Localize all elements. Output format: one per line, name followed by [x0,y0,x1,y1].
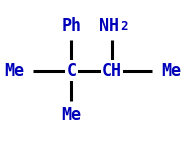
Text: C: C [66,61,76,80]
Text: Me: Me [4,61,24,80]
Text: Ph: Ph [61,17,81,35]
Text: Me: Me [161,61,181,80]
Text: 2: 2 [120,20,128,33]
Text: NH: NH [99,17,119,35]
Text: Me: Me [61,106,81,124]
Text: CH: CH [102,61,122,80]
